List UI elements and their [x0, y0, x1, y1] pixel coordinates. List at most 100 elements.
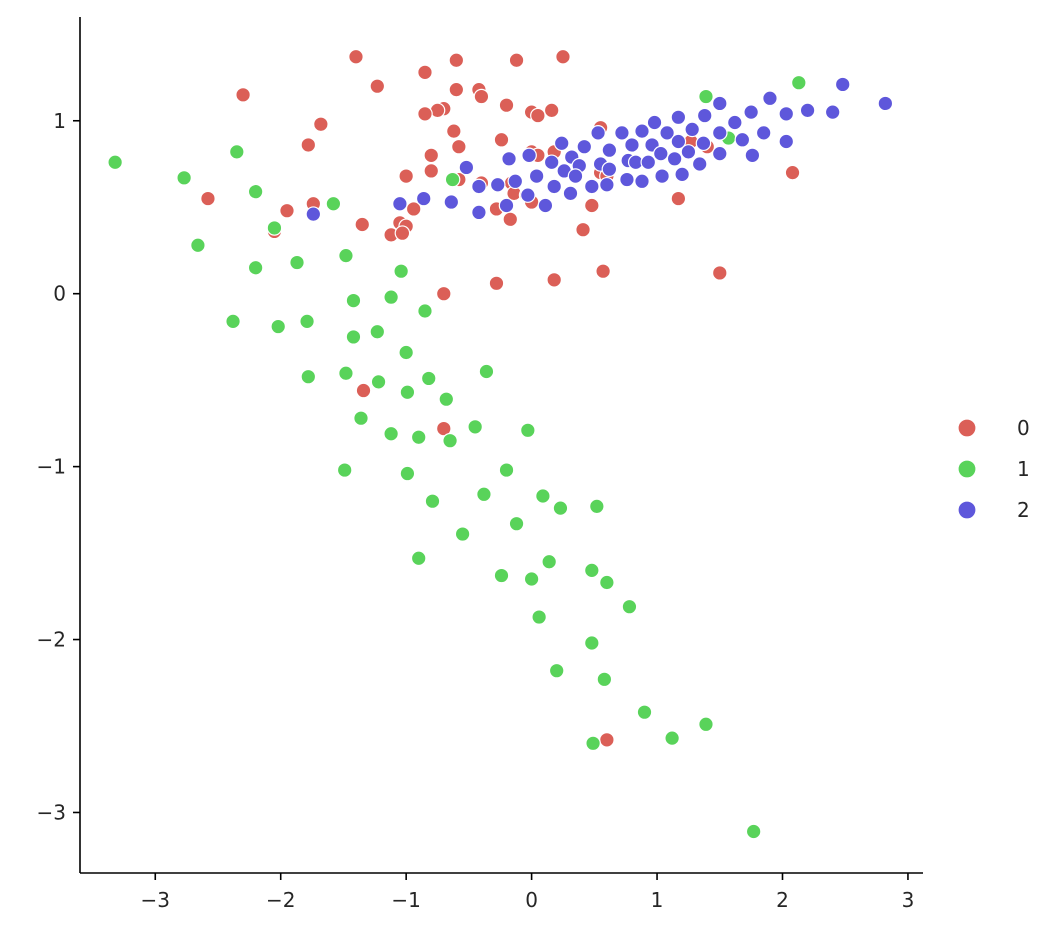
series-2-point-39 — [640, 154, 657, 171]
series-1-point-31 — [467, 419, 483, 435]
series-1-point-49 — [599, 574, 615, 591]
series-0-point-2 — [448, 52, 465, 69]
series-2-point-63 — [537, 197, 554, 214]
x-tick-label-2: −1 — [391, 888, 420, 912]
x-tick-label-0: −3 — [141, 888, 170, 912]
series-2-point-62 — [498, 197, 515, 214]
series-1-point-50 — [621, 598, 638, 615]
y-tick-label-4: 1 — [53, 109, 66, 133]
series-1-point-59 — [745, 823, 762, 840]
series-2-point-31 — [601, 142, 618, 158]
series-0-point-57 — [488, 275, 505, 292]
legend-label-1: 1 — [1017, 457, 1030, 481]
series-2-point-29 — [680, 144, 697, 160]
series-1-point-29 — [383, 425, 399, 442]
series-0-point-32 — [398, 168, 414, 184]
series-0-point-46 — [279, 202, 295, 219]
series-0-point-10 — [313, 116, 329, 133]
series-0-point-13 — [498, 97, 515, 113]
series-2-point-53 — [584, 178, 600, 195]
series-1-point-21 — [300, 368, 317, 385]
series-1-point-9 — [247, 259, 264, 276]
series-1-point-38 — [535, 488, 551, 504]
series-2-point-65 — [392, 195, 408, 212]
series-1-point-24 — [420, 370, 437, 387]
series-2-point-52 — [546, 178, 562, 195]
series-0-point-16 — [530, 107, 546, 124]
series-2-point-54 — [599, 176, 615, 193]
series-2-point-60 — [415, 190, 432, 207]
series-1-point-54 — [596, 671, 613, 688]
series-2-point-16 — [684, 121, 700, 138]
series-2-point-22 — [576, 138, 593, 155]
y-tick-label-0: −3 — [37, 800, 66, 824]
y-tick-label-2: −1 — [37, 455, 66, 479]
series-1-point-56 — [664, 730, 680, 746]
series-0-point-20 — [300, 137, 317, 153]
series-0-point-42 — [670, 190, 687, 207]
series-0-point-40 — [405, 201, 422, 217]
series-0-point-19 — [493, 131, 510, 148]
series-0-point-9 — [473, 88, 490, 105]
series-1-point-17 — [417, 303, 433, 319]
series-1-point-57 — [698, 716, 714, 733]
series-2-point-28 — [744, 147, 761, 164]
series-2-point-58 — [562, 185, 579, 202]
series-2-point-57 — [507, 173, 524, 190]
series-2-point-27 — [711, 145, 728, 162]
series-2-point-50 — [674, 166, 690, 183]
series-1-point-27 — [438, 391, 455, 407]
series-0-point-8 — [448, 81, 465, 98]
legend: 0 1 2 — [957, 416, 1030, 522]
series-2-point-0 — [834, 76, 851, 93]
series-0-point-14 — [543, 102, 560, 119]
series-1-point-58 — [585, 735, 601, 752]
series-0-point-4 — [555, 48, 571, 65]
series-2-point-5 — [711, 95, 728, 112]
series-1-point-55 — [636, 704, 653, 720]
series-0-point-18 — [446, 123, 462, 139]
series-1-point-32 — [520, 422, 536, 439]
series-1-point-18 — [369, 323, 386, 340]
series-0-point-5 — [235, 87, 251, 103]
series-2-point-30 — [653, 145, 669, 162]
series-1-point-28 — [353, 410, 369, 426]
series-1-point-61 — [791, 74, 807, 91]
x-tick-label-3: 0 — [525, 888, 538, 912]
series-1-point-53 — [548, 662, 565, 679]
series-1-point-42 — [508, 515, 525, 532]
series-1-point-16 — [299, 313, 315, 330]
series-1-point-5 — [266, 220, 283, 236]
series-1-point-47 — [523, 571, 540, 587]
legend-label-0: 0 — [1017, 416, 1030, 440]
series-2-point-6 — [743, 104, 759, 120]
series-2-point-25 — [670, 133, 687, 150]
series-1-point-12 — [345, 292, 362, 309]
series-2-point-20 — [778, 133, 795, 150]
series-1-point-1 — [176, 170, 192, 186]
y-tick-label-3: 0 — [53, 282, 66, 306]
series-0-point-1 — [417, 64, 433, 81]
series-0-point-43 — [584, 197, 600, 214]
x-tick-label-4: 1 — [651, 888, 664, 912]
series-2-point-23 — [624, 137, 640, 153]
series-1-point-22 — [338, 365, 354, 382]
legend-marker-1 — [957, 459, 977, 479]
series-1-point-19 — [345, 329, 362, 345]
legend-marker-2 — [957, 500, 977, 520]
series-2-point-45 — [567, 168, 584, 184]
series-0-point-53 — [575, 221, 591, 238]
series-0-point-61 — [435, 420, 452, 437]
series-2-point-13 — [614, 125, 630, 141]
series-0-point-58 — [546, 272, 562, 288]
series-2-point-66 — [305, 206, 322, 222]
series-1-point-48 — [584, 562, 600, 579]
series-1-point-52 — [584, 635, 600, 651]
series-1-point-37 — [476, 486, 492, 503]
series-0-point-59 — [435, 285, 452, 302]
series-2-point-3 — [799, 102, 816, 119]
series-1-point-0 — [107, 154, 123, 171]
series-1-point-26 — [399, 384, 416, 401]
series-2-point-1 — [877, 95, 894, 112]
